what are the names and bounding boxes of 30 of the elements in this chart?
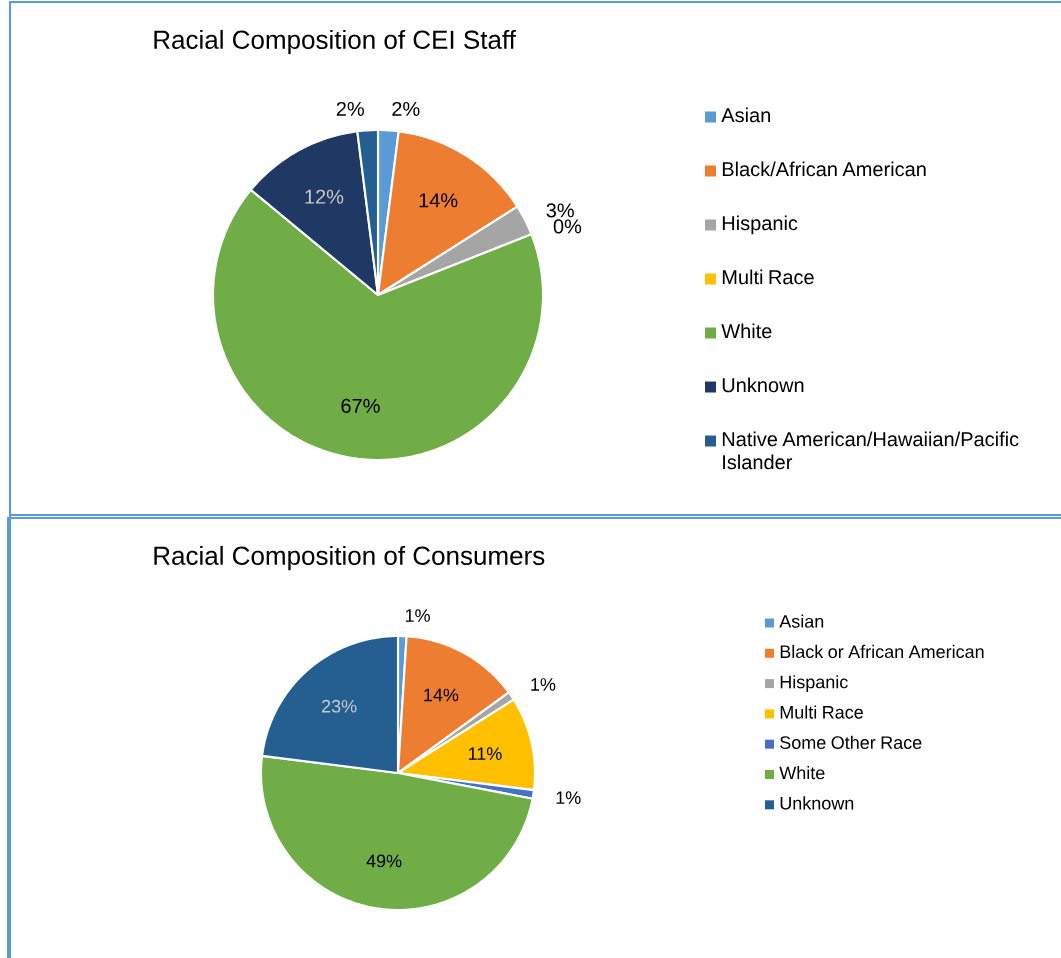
data-label: 3%: [546, 203, 574, 218]
data-label: 11%: [468, 747, 502, 760]
data-label: 2%: [392, 101, 420, 116]
legend-label: Multi Race: [722, 269, 814, 285]
data-label: 14%: [424, 688, 459, 702]
data-label: 49%: [366, 854, 402, 868]
legend-label: Asian: [779, 614, 824, 628]
legend-label: Native American/Hawaiian/Pacific Islander: [722, 431, 1019, 470]
data-label: 67%: [341, 398, 380, 413]
legend-label: Hispanic: [722, 215, 798, 235]
data-label: 12%: [305, 189, 344, 204]
legend-label: Black/African American: [722, 161, 926, 177]
legend-label: Hispanic: [780, 675, 848, 692]
data-label: 23%: [322, 699, 357, 713]
legend-label: Asian: [721, 107, 770, 123]
chart-title: Racial Composition of CEI Staff: [154, 29, 516, 55]
data-label: 2%: [336, 101, 364, 116]
data-label: 1%: [556, 791, 581, 804]
chart-title: Racial Composition of Consumers: [154, 545, 545, 571]
data-label: 1%: [405, 609, 430, 622]
legend-label: Multi Race: [780, 705, 863, 719]
data-label: 1%: [531, 678, 556, 691]
legend-label: White: [721, 323, 772, 339]
legend-label: Unknown: [722, 377, 804, 393]
text: 0%: [553, 219, 582, 234]
legend-label: Black or African American: [780, 644, 984, 659]
legend-label: White: [779, 766, 825, 780]
legend-label: Unknown: [780, 796, 854, 810]
data-label: 14%: [419, 193, 458, 208]
legend-label: Some Other Race: [780, 735, 922, 749]
